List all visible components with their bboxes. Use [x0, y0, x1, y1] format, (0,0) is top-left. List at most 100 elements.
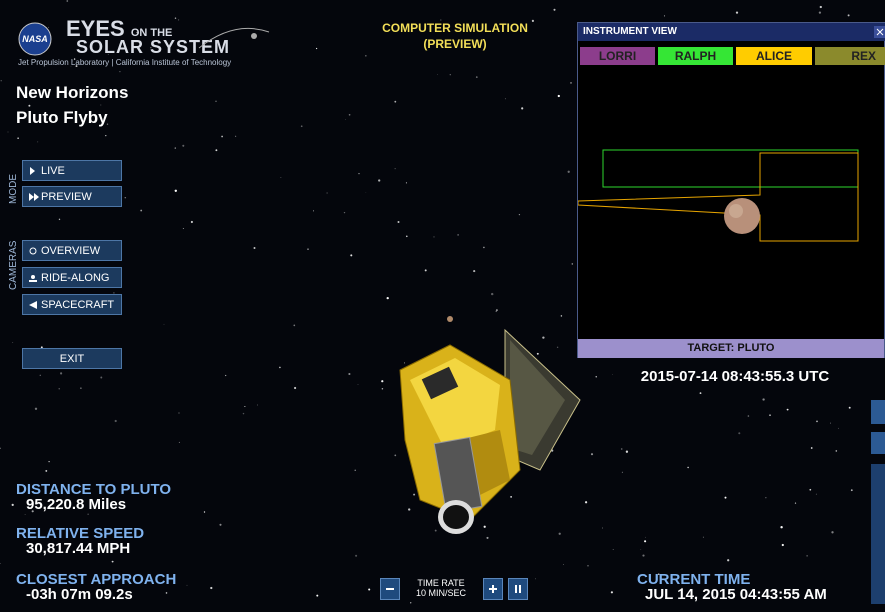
star	[219, 524, 221, 526]
alice-tab[interactable]: ALICE	[736, 47, 812, 65]
logo-subtitle: Jet Propulsion Laboratory | California I…	[18, 58, 231, 67]
star	[37, 141, 38, 142]
star	[483, 247, 485, 249]
lorri-tab[interactable]: LORRI	[580, 47, 655, 65]
star	[553, 9, 555, 11]
star	[558, 95, 560, 97]
star	[408, 508, 410, 510]
button-text: LIVE	[41, 165, 65, 177]
star	[281, 177, 282, 178]
stat-value: 30,817.44 MPH	[26, 540, 130, 557]
star	[795, 503, 796, 504]
stat-value: 95,220.8 Miles	[26, 496, 126, 513]
button-text: SPACECRAFT	[41, 299, 114, 311]
star	[398, 221, 400, 223]
star	[175, 147, 176, 148]
star	[645, 537, 646, 538]
exit-button[interactable]: EXIT	[22, 348, 122, 369]
banner-line2: (PREVIEW)	[355, 36, 555, 52]
overview-button[interactable]: OVERVIEW	[22, 240, 122, 261]
star	[782, 544, 784, 546]
faster-button[interactable]	[483, 578, 503, 600]
star	[484, 526, 486, 528]
star	[1, 80, 2, 81]
star	[48, 461, 49, 462]
button-text: PREVIEW	[41, 191, 92, 203]
star	[59, 219, 60, 220]
star	[505, 98, 506, 99]
tool-button[interactable]	[871, 432, 885, 454]
star	[66, 0, 68, 2]
pause-button[interactable]	[508, 578, 528, 600]
star	[387, 297, 389, 299]
star	[12, 504, 14, 506]
tool-button[interactable]	[871, 400, 885, 424]
star	[664, 15, 665, 16]
star	[80, 387, 81, 388]
pluto-distant	[447, 316, 453, 322]
star	[404, 362, 405, 363]
spacecraft-button[interactable]: SPACECRAFT	[22, 294, 122, 315]
star	[519, 214, 520, 215]
star	[0, 448, 1, 449]
star	[358, 173, 359, 174]
star	[626, 451, 628, 453]
star	[8, 132, 9, 133]
ralph-tab[interactable]: RALPH	[658, 47, 733, 65]
star	[811, 447, 813, 449]
preview-button[interactable]: PREVIEW	[22, 186, 122, 207]
star	[0, 563, 1, 564]
ride-along-button[interactable]: RIDE-ALONG	[22, 267, 122, 288]
star	[535, 578, 536, 579]
star	[809, 489, 811, 491]
star	[406, 236, 408, 238]
star	[187, 585, 188, 586]
close-button[interactable]	[874, 26, 885, 38]
star	[851, 489, 853, 491]
spacecraft	[400, 330, 580, 534]
star	[191, 221, 193, 223]
star	[17, 137, 18, 138]
star	[806, 555, 807, 556]
rex-tab[interactable]: REX	[815, 47, 885, 65]
instrument-viewport	[578, 65, 884, 339]
star	[849, 407, 851, 409]
star	[572, 263, 574, 265]
star	[345, 119, 346, 120]
star	[816, 494, 817, 495]
star	[355, 470, 356, 471]
star	[727, 559, 729, 561]
star	[613, 549, 614, 550]
utc-time: 2015-07-14 08:43:55.3 UTC	[600, 368, 870, 385]
star	[703, 537, 704, 538]
star	[486, 537, 488, 539]
star	[382, 388, 384, 390]
simulation-banner: COMPUTER SIMULATION (PREVIEW)	[355, 20, 555, 52]
live-button[interactable]: LIVE	[22, 160, 122, 181]
star	[587, 565, 589, 567]
star	[561, 315, 563, 317]
star	[381, 380, 383, 382]
star	[210, 587, 212, 589]
star	[365, 55, 366, 56]
slower-button[interactable]	[380, 578, 400, 600]
star	[425, 269, 427, 271]
star	[105, 135, 106, 136]
star	[344, 212, 345, 213]
star	[557, 347, 558, 348]
star	[394, 455, 396, 457]
star	[348, 373, 350, 375]
instrument-view: INSTRUMENT VIEW LORRI RALPH ALICE REX TA…	[577, 22, 885, 358]
time-rate-value: 10 MIN/SEC	[405, 588, 477, 598]
star	[406, 182, 407, 183]
star	[40, 375, 41, 376]
star	[410, 602, 411, 603]
star	[316, 595, 318, 597]
star	[780, 526, 782, 528]
star	[621, 448, 623, 450]
tool-strip[interactable]	[871, 464, 885, 604]
star	[294, 387, 296, 389]
star	[350, 254, 352, 256]
star	[838, 428, 839, 429]
star	[496, 309, 498, 311]
